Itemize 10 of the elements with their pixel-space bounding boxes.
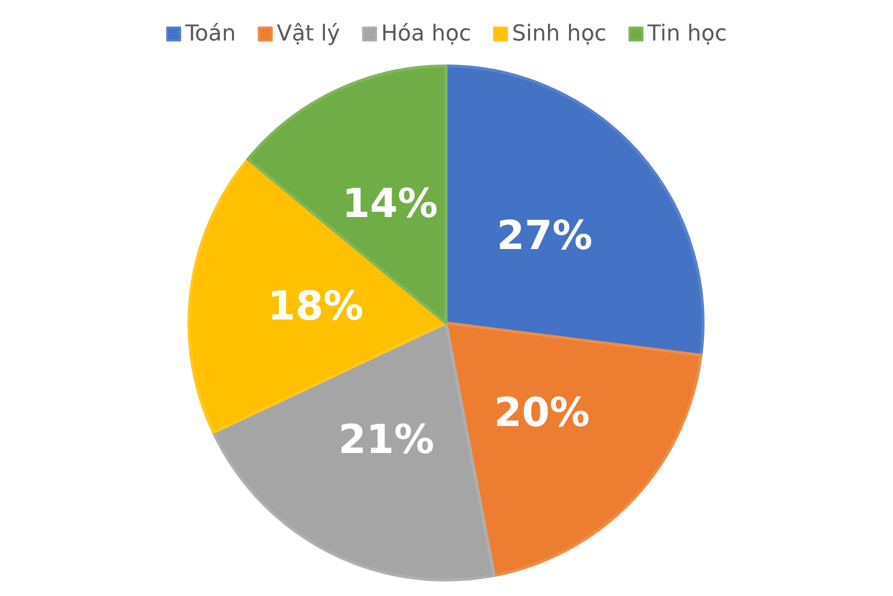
data-label: 18% [268,284,364,330]
data-label: 21% [338,417,434,464]
legend-label: Vật lý [276,22,340,46]
data-label: 14% [342,181,438,228]
legend-label: Tin học [646,22,727,46]
legend-label: Hóa học [381,22,472,46]
legend-label: Toán [184,22,236,46]
data-label: 27% [496,213,593,260]
legend-label: Sinh học [512,22,607,46]
data-label: 20% [494,390,590,436]
